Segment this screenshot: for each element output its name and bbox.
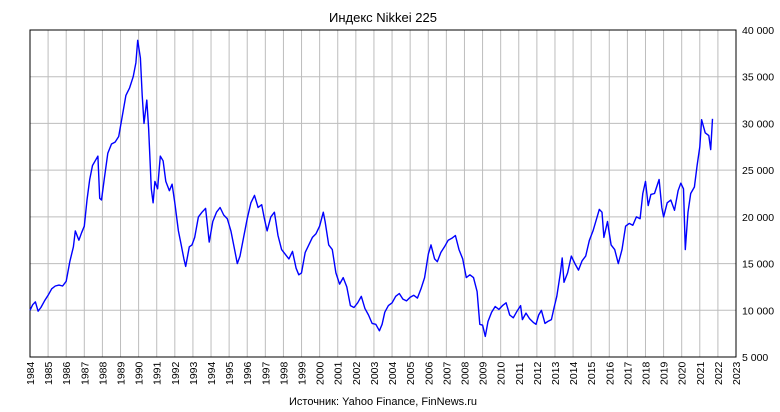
chart-source: Источник: Yahoo Finance, FinNews.ru [289, 396, 477, 408]
x-tick-label: 2016 [604, 361, 616, 385]
x-tick-label: 2023 [731, 361, 743, 385]
x-tick-label: 2022 [713, 361, 725, 385]
x-tick-label: 2017 [622, 361, 634, 385]
x-tick-label: 2001 [333, 361, 345, 385]
x-tick-label: 1994 [206, 361, 218, 385]
y-tick-label: 35 000 [742, 72, 774, 84]
x-tick-label: 2008 [459, 361, 471, 385]
y-tick-label: 25 000 [742, 165, 774, 177]
x-tick-label: 1984 [25, 361, 37, 385]
x-tick-label: 2000 [315, 361, 327, 385]
x-tick-label: 2018 [640, 361, 652, 385]
x-tick-label: 1996 [242, 361, 254, 385]
x-tick-label: 2006 [423, 361, 435, 385]
y-tick-label: 10 000 [742, 305, 774, 317]
x-tick-label: 2013 [550, 361, 562, 385]
y-tick-label: 15 000 [742, 259, 774, 271]
x-tick-label: 2011 [514, 362, 526, 385]
x-tick-label: 1992 [170, 361, 182, 385]
x-tick-label: 2004 [387, 361, 399, 385]
y-tick-label: 30 000 [742, 118, 774, 130]
x-tick-label: 1995 [224, 361, 236, 385]
plot-frame [29, 29, 737, 358]
x-axis-ticks: 1984 1985 1986 1987 1988 1989 1990 1991 1992 1993… [25, 361, 743, 385]
x-tick-label: 1986 [61, 361, 73, 385]
x-tick-label: 2014 [568, 361, 580, 385]
x-tick-label: 2020 [677, 361, 689, 385]
x-tick-label: 1998 [278, 361, 290, 385]
x-tick-label: 2009 [478, 361, 490, 385]
x-tick-label: 2002 [351, 361, 363, 385]
y-tick-label: 20 000 [742, 212, 774, 224]
x-tick-label: 2012 [532, 361, 544, 385]
x-tick-label: 2003 [369, 361, 381, 385]
chart-title: Индекс Nikkei 225 [329, 10, 437, 25]
x-tick-label: 1999 [297, 361, 309, 385]
x-tick-label: 1990 [134, 361, 146, 385]
y-tick-label: 5 000 [742, 352, 768, 364]
x-tick-label: 1997 [260, 361, 272, 385]
x-tick-label: 1991 [152, 361, 164, 385]
x-tick-label: 1993 [188, 361, 200, 385]
x-tick-label: 2007 [441, 361, 453, 385]
nikkei-series-line [29, 39, 714, 338]
x-tick-label: 1987 [79, 361, 91, 385]
x-tick-label: 1985 [43, 361, 55, 385]
x-tick-label: 2021 [695, 361, 707, 385]
gridlines [30, 30, 736, 357]
y-tick-label: 40 000 [742, 25, 774, 37]
x-tick-label: 2019 [659, 361, 671, 385]
x-tick-label: 2015 [586, 361, 598, 385]
x-tick-label: 1988 [97, 361, 109, 385]
x-tick-label: 2005 [405, 361, 417, 385]
x-tick-label: 2010 [496, 361, 508, 385]
y-axis-ticks: 5 000 10 000 15 000 20 000 25 000 30 000 35 00… [742, 25, 774, 364]
x-tick-label: 1989 [116, 361, 128, 385]
